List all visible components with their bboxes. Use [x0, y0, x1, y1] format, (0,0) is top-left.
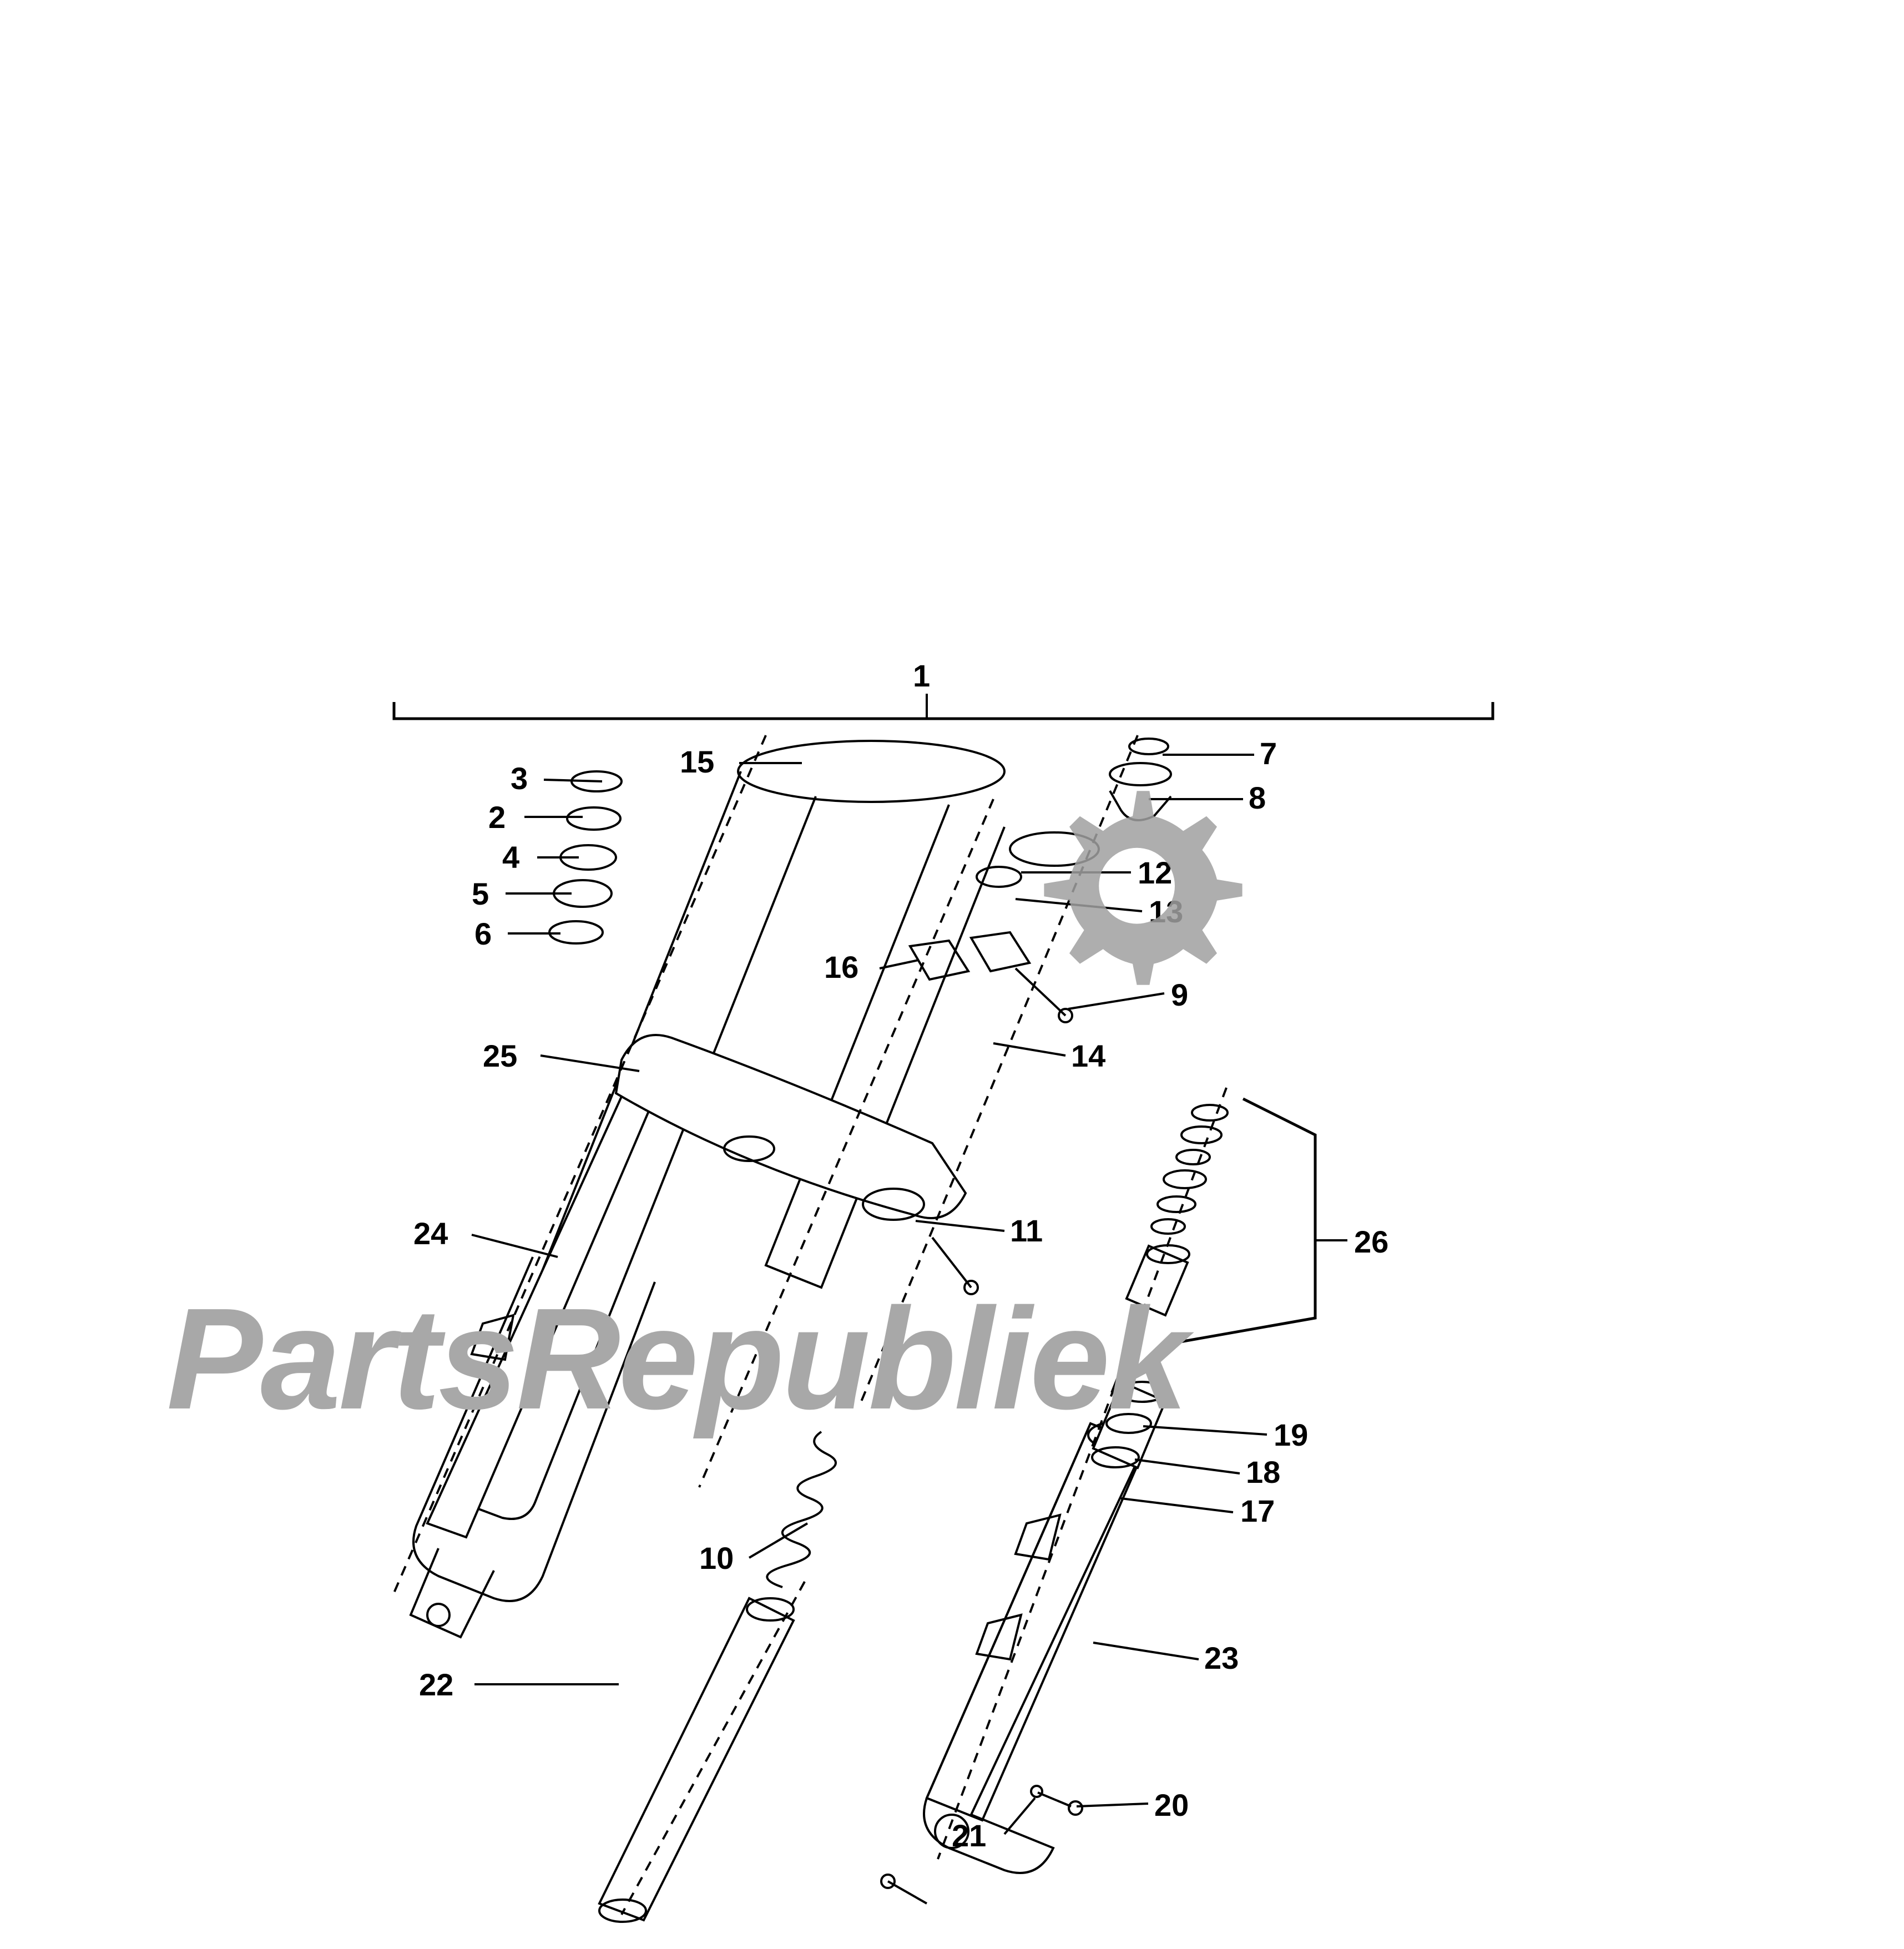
spring-10: [767, 1432, 836, 1587]
callout-14: 14: [1071, 1038, 1105, 1074]
diagram-container: PartsRepubliek 1 2 3 4 5 6 7 8 9 10 11 1…: [83, 638, 1904, 1949]
lower-yoke-11: [616, 1035, 966, 1218]
handlebar-clamp-16: [910, 941, 968, 979]
callout-8: 8: [1249, 780, 1266, 816]
stack-top-1: [1192, 1105, 1228, 1120]
watermark-gear-icon: [1038, 782, 1249, 993]
callout-19: 19: [1274, 1417, 1308, 1453]
upper-yoke: [738, 741, 1004, 802]
callout-26: 26: [1354, 1224, 1388, 1260]
leader-23: [1093, 1643, 1199, 1659]
bracket-26: [1174, 1099, 1315, 1343]
callout-25: 25: [483, 1038, 517, 1074]
callout-2: 2: [488, 799, 506, 835]
spacer-tube-22: [599, 1598, 794, 1920]
flange-8: [1110, 763, 1171, 785]
leader-14: [993, 1043, 1065, 1056]
leader-10: [749, 1523, 807, 1558]
stack-6: [1152, 1219, 1185, 1234]
bushing-26: [1127, 1246, 1188, 1315]
left-caliper-lug: [472, 1315, 513, 1360]
leader-17: [1121, 1498, 1233, 1512]
callout-7: 7: [1260, 735, 1277, 771]
right-stanchion-25: [766, 805, 1004, 1287]
callout-18: 18: [1246, 1454, 1280, 1490]
stack-4: [1164, 1170, 1206, 1188]
bracket-1: [394, 702, 1493, 719]
callout-17: 17: [1240, 1493, 1275, 1529]
stack-5: [1158, 1196, 1195, 1212]
callout-6: 6: [474, 916, 492, 952]
callout-5: 5: [472, 876, 489, 912]
leader-11: [916, 1221, 1004, 1231]
leader-21: [1004, 1798, 1035, 1834]
left-slider-body: [427, 1060, 666, 1537]
leader-19: [1143, 1426, 1267, 1435]
stack-3: [1176, 1150, 1210, 1164]
handlebar-clamp-16b: [971, 932, 1029, 971]
leader-9: [1068, 993, 1164, 1009]
left-axle-bolt: [427, 1604, 450, 1626]
callout-22: 22: [419, 1667, 453, 1703]
leader-3: [544, 780, 602, 781]
callout-24: 24: [413, 1215, 448, 1251]
callout-4: 4: [502, 839, 519, 875]
callout-3: 3: [511, 760, 528, 796]
callout-15: 15: [680, 744, 714, 780]
diagram-svg: [83, 638, 1904, 1949]
leader-20: [1077, 1804, 1148, 1806]
callout-20: 20: [1154, 1787, 1189, 1823]
bolt-20-head: [1069, 1801, 1082, 1815]
o-ring-12: [977, 867, 1021, 887]
callout-21: 21: [952, 1817, 986, 1854]
axis-cartridge: [938, 1088, 1226, 1859]
washer-21: [1031, 1786, 1042, 1797]
callout-1: 1: [913, 658, 930, 694]
callout-16: 16: [824, 949, 858, 985]
stack-2: [1181, 1127, 1221, 1143]
ring-2: [567, 807, 620, 830]
leader-18: [1135, 1460, 1240, 1473]
callout-11: 11: [1010, 1213, 1043, 1249]
axis-left: [394, 735, 766, 1593]
callout-23: 23: [1204, 1640, 1239, 1676]
bolt-20: [1038, 1793, 1071, 1806]
callout-10: 10: [699, 1540, 734, 1576]
yoke-bolt: [932, 1238, 971, 1287]
